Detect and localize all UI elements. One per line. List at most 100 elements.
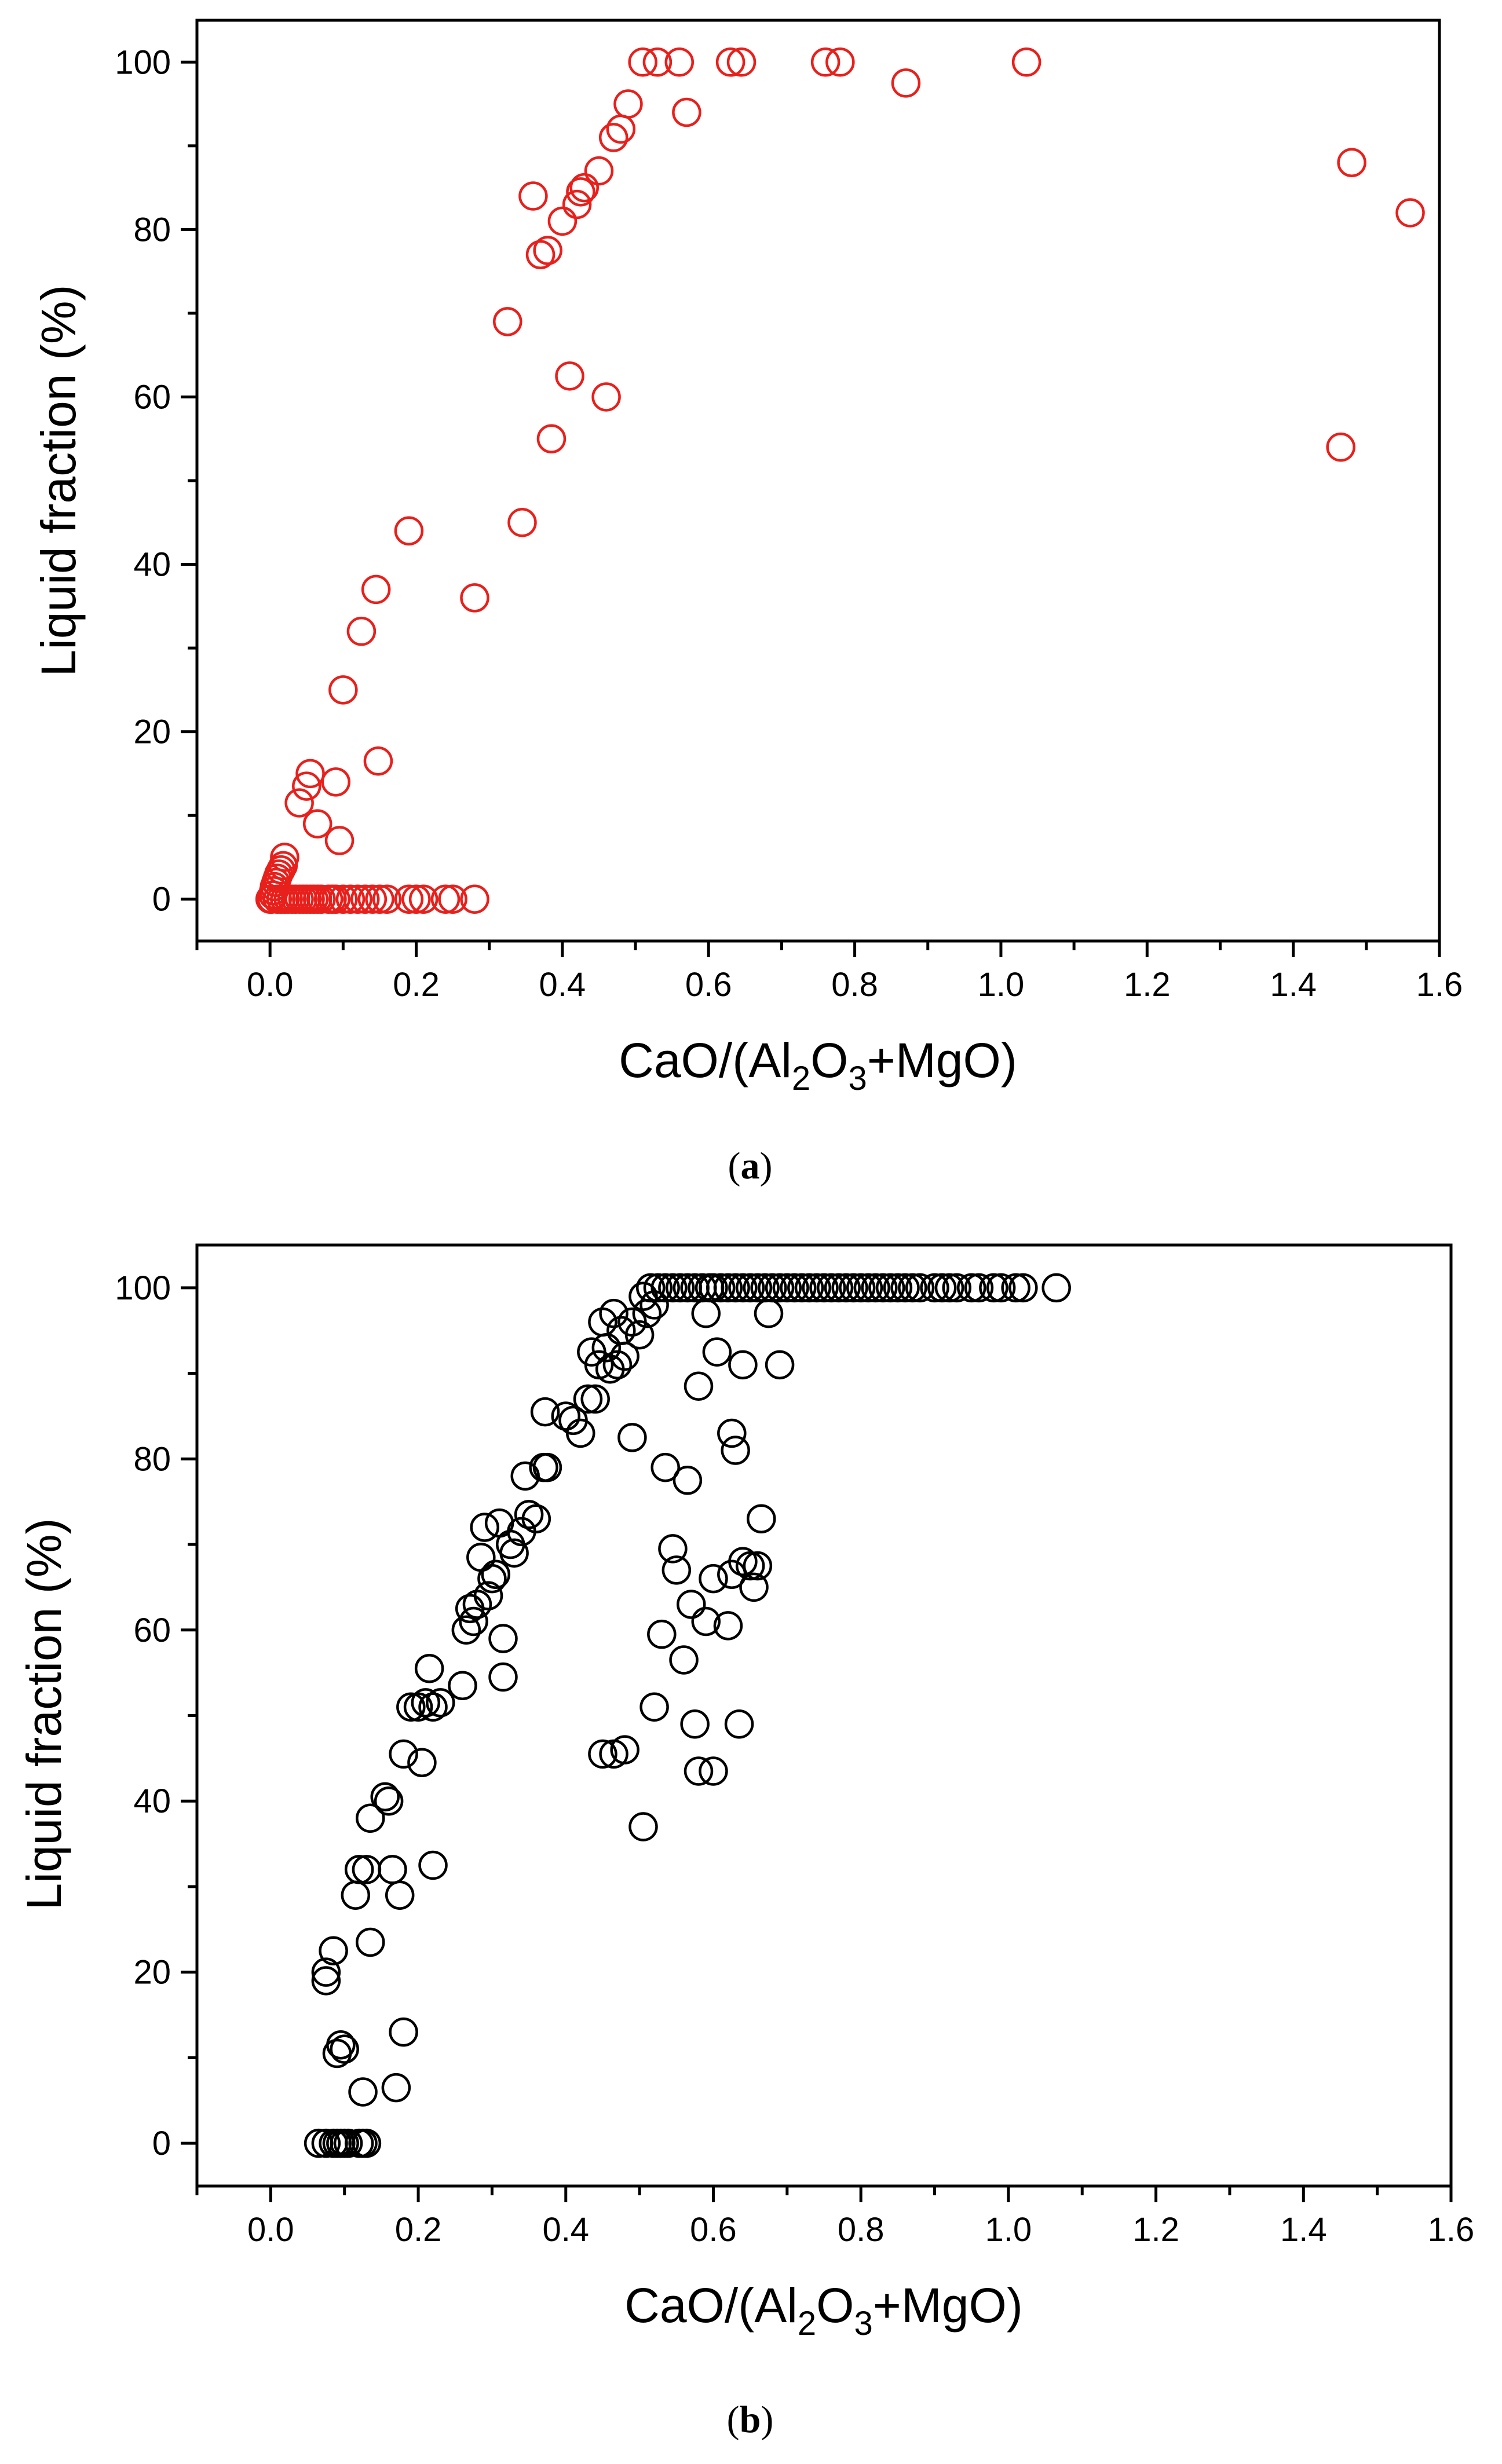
data-point	[979, 1273, 1008, 1303]
data-point	[493, 307, 522, 336]
y-tick-label: 20	[133, 1954, 171, 1991]
data-point	[824, 1273, 854, 1303]
data-point	[451, 1615, 481, 1645]
y-tick-label: 0	[152, 881, 171, 918]
data-point	[898, 1273, 927, 1303]
data-point	[765, 1273, 795, 1303]
data-point	[394, 884, 424, 914]
data-point	[721, 1436, 750, 1465]
data-point	[1395, 198, 1425, 228]
chart-panel-a: 0.0 0.2 0.4 0.6 0.8 1.0 1.2 1.4 1.6020406080100 …	[31, 19, 1463, 1187]
data-point	[573, 1384, 603, 1414]
data-point	[662, 1555, 692, 1585]
y-tick-label: 60	[133, 378, 171, 416]
y-tick-label: 100	[115, 1269, 171, 1307]
y-tick-label: 40	[133, 546, 171, 584]
data-point	[378, 1855, 407, 1884]
data-point	[370, 1782, 400, 1812]
data-point	[891, 68, 921, 98]
data-point	[324, 826, 355, 855]
data-point	[562, 189, 592, 219]
data-point	[787, 1273, 817, 1303]
data-point	[374, 1786, 404, 1816]
x-tick-label: 1.2	[1124, 966, 1171, 1004]
data-point	[726, 47, 757, 77]
data-point	[890, 1273, 920, 1303]
x-axis-title-b: CaO/(Al2O3+MgO)	[624, 2278, 1023, 2342]
data-point	[635, 1273, 666, 1303]
data-point	[311, 1957, 341, 1987]
data-point	[658, 1534, 688, 1564]
data-point	[669, 1645, 699, 1675]
data-point	[684, 1756, 714, 1786]
x-tick-label: 1.0	[978, 966, 1025, 1004]
data-point	[394, 516, 424, 545]
data-point	[396, 1692, 426, 1722]
data-point	[665, 1273, 695, 1303]
tick-labels-a: 0.0 0.2 0.4 0.6 0.8 1.0 1.2 1.4 1.6 0 20 40 60 80 100	[115, 43, 1463, 1004]
data-point	[735, 1273, 765, 1303]
y-tick-label: 80	[133, 1440, 171, 1478]
data-point	[706, 1273, 736, 1303]
data-point	[780, 1273, 809, 1303]
data-point	[292, 771, 321, 801]
data-point	[610, 1341, 639, 1371]
data-point	[363, 746, 393, 776]
x-tick-label: 0.0	[247, 2211, 294, 2249]
data-point	[335, 884, 366, 914]
data-point	[328, 884, 358, 914]
data-point	[927, 1273, 957, 1303]
data-point	[499, 1538, 529, 1568]
data-point	[514, 1500, 544, 1529]
data-point	[728, 1547, 758, 1576]
data-point	[448, 1671, 477, 1701]
tick-marks-b	[181, 1286, 1453, 2202]
data-point	[986, 1273, 1016, 1303]
data-point	[350, 884, 380, 914]
data-point	[356, 1803, 385, 1833]
data-point	[507, 508, 537, 537]
data-point	[459, 1606, 488, 1636]
data-point	[357, 884, 388, 914]
data-point	[346, 616, 377, 646]
data-point	[532, 1452, 562, 1482]
data-point	[343, 884, 372, 914]
data-point	[533, 236, 562, 265]
data-point	[1041, 1273, 1071, 1303]
data-point	[650, 1273, 680, 1303]
data-point	[326, 2030, 356, 2060]
data-point	[356, 1927, 385, 1957]
data-point	[302, 809, 332, 839]
data-point	[691, 1298, 721, 1328]
panel-caption-a: (a)	[728, 1145, 773, 1187]
data-point	[588, 1739, 617, 1769]
data-point	[530, 1397, 560, 1427]
data-point	[403, 1692, 433, 1722]
data-point	[724, 1709, 754, 1739]
data-point	[639, 1290, 669, 1320]
data-point	[580, 1384, 610, 1414]
data-point	[599, 1298, 628, 1328]
data-point	[839, 1273, 868, 1303]
data-point	[831, 1273, 861, 1303]
data-point	[794, 1273, 824, 1303]
data-point	[352, 2128, 382, 2158]
x-tick-label: 0.8	[838, 2211, 885, 2249]
y-tick-label: 80	[133, 211, 171, 248]
data-point	[624, 1320, 655, 1350]
x-tick-label: 0.8	[831, 966, 878, 1004]
data-point	[348, 2077, 378, 2107]
data-point	[481, 1559, 511, 1589]
data-point	[861, 1273, 890, 1303]
data-point	[905, 1273, 935, 1303]
data-point	[802, 1273, 832, 1303]
data-point	[1011, 47, 1041, 77]
data-point	[825, 47, 855, 77]
data-points-b	[304, 1273, 1071, 2158]
data-point	[385, 1880, 415, 1910]
y-tick-label: 40	[133, 1782, 171, 1820]
data-point	[1337, 148, 1366, 177]
x-tick-label: 1.6	[1416, 966, 1463, 1004]
data-point	[853, 1273, 883, 1303]
data-point	[739, 1572, 769, 1602]
